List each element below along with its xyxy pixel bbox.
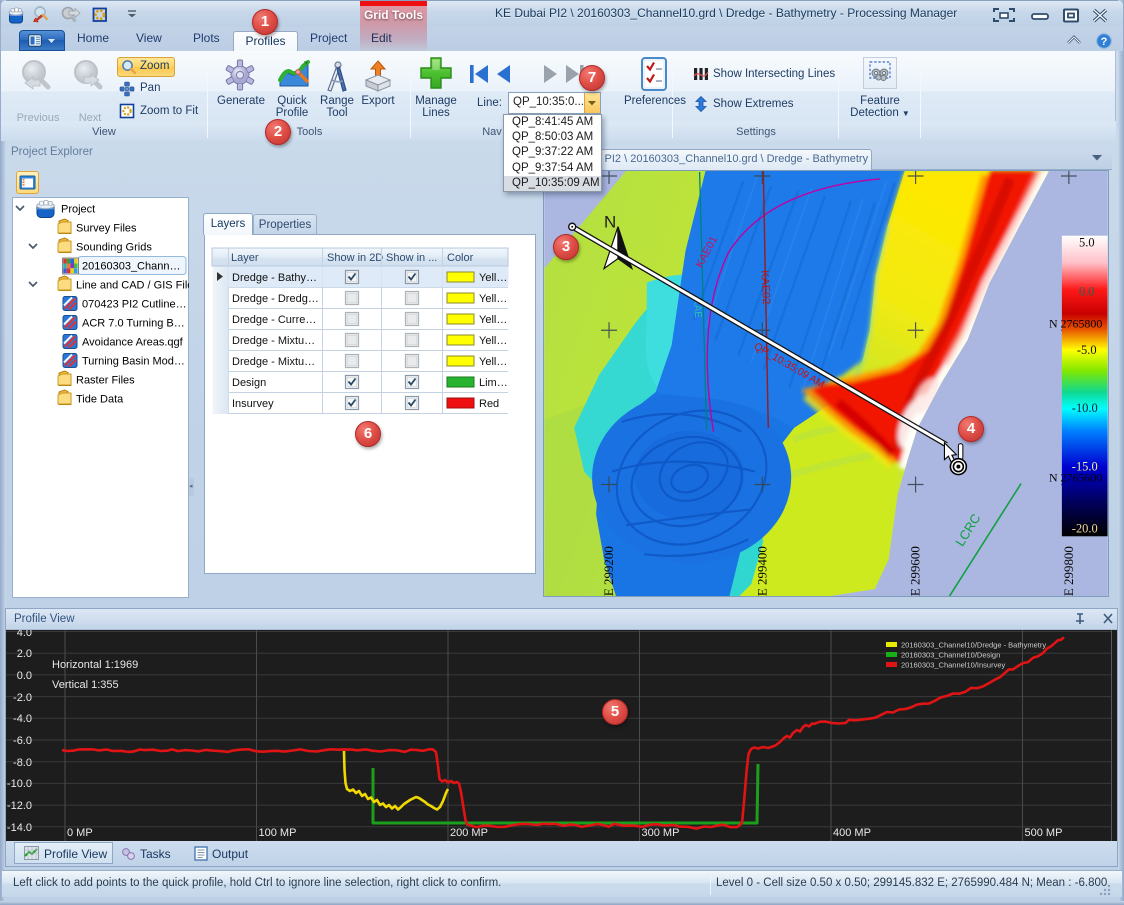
svg-text:-12.0: -12.0 [7, 800, 32, 812]
svg-text:20160303_Channel10/Dredge - Ba: 20160303_Channel10/Dredge - Bathymetry [901, 641, 1046, 650]
svg-text:Red: Red [479, 398, 499, 410]
svg-text:Show in ...: Show in ... [386, 252, 437, 264]
svg-text:N: N [604, 213, 616, 232]
svg-text:Tide Data: Tide Data [76, 394, 124, 406]
svg-text:0.0: 0.0 [17, 670, 32, 682]
svg-text:400 MP: 400 MP [833, 827, 871, 839]
svg-text:N 2765800: N 2765800 [1049, 316, 1102, 330]
svg-text:Yell…: Yell… [479, 356, 507, 368]
svg-text:20160303_Channel10/Design: 20160303_Channel10/Design [901, 651, 1000, 660]
svg-text:200 MP: 200 MP [450, 827, 488, 839]
svg-text:070423 PI2 Cutline…: 070423 PI2 Cutline… [82, 299, 187, 311]
svg-text:2.0: 2.0 [17, 648, 32, 660]
svg-text:Yell…: Yell… [479, 272, 507, 284]
svg-text:0.0: 0.0 [1079, 284, 1095, 298]
svg-text:-4.0: -4.0 [13, 713, 32, 725]
svg-text:500 MP: 500 MP [1025, 827, 1063, 839]
svg-text:20160303_Chann…: 20160303_Chann… [82, 261, 180, 273]
svg-text:300 MP: 300 MP [642, 827, 680, 839]
svg-text:Show in 2D: Show in 2D [327, 252, 383, 264]
svg-text:Dredge - Dredg…: Dredge - Dredg… [232, 293, 319, 305]
svg-text:Layer: Layer [231, 252, 259, 264]
svg-text:Turning Basin Mod…: Turning Basin Mod… [82, 356, 185, 368]
svg-text:Dredge - Bathy…: Dredge - Bathy… [232, 272, 317, 284]
svg-text:Yell…: Yell… [479, 314, 507, 326]
svg-text:Insurvey: Insurvey [232, 398, 274, 410]
svg-text:20160303_Channel10/Insurvey: 20160303_Channel10/Insurvey [901, 661, 1005, 670]
svg-text:E 299800: E 299800 [1061, 546, 1076, 596]
svg-text:-6.0: -6.0 [13, 735, 32, 747]
svg-text:Line and CAD / GIS Files: Line and CAD / GIS Files [76, 280, 189, 292]
svg-text:-5.0: -5.0 [1077, 343, 1097, 357]
svg-text:-20.0: -20.0 [1072, 521, 1098, 535]
svg-text:-14.0: -14.0 [7, 822, 32, 834]
svg-text:E 299400: E 299400 [754, 546, 769, 596]
svg-text:5.0: 5.0 [1079, 236, 1095, 250]
svg-text:?: ? [1101, 36, 1108, 48]
svg-text:Color: Color [447, 252, 474, 264]
svg-text:Design: Design [232, 377, 266, 389]
svg-text:Yell…: Yell… [479, 335, 507, 347]
svg-text:0 MP: 0 MP [67, 827, 93, 839]
svg-text:Raster Files: Raster Files [76, 375, 135, 387]
svg-text:N 2765600: N 2765600 [1049, 471, 1102, 485]
svg-text:-8.0: -8.0 [13, 757, 32, 769]
svg-text:E 299600: E 299600 [908, 546, 923, 596]
svg-text:-10.0: -10.0 [7, 778, 32, 790]
svg-text:Lim…: Lim… [479, 377, 508, 389]
svg-text:4.0: 4.0 [17, 630, 32, 639]
svg-text:Dredge - Mixtu…: Dredge - Mixtu… [232, 356, 315, 368]
svg-text:KAE02: KAE02 [758, 270, 772, 305]
svg-text:Sounding Grids: Sounding Grids [76, 242, 152, 254]
svg-text:-15.0: -15.0 [1072, 460, 1098, 474]
svg-text:Horizontal 1:1969: Horizontal 1:1969 [52, 659, 138, 671]
svg-text:Dredge - Curre…: Dredge - Curre… [232, 314, 316, 326]
svg-text:100 MP: 100 MP [259, 827, 297, 839]
svg-text:Avoidance Areas.qgf: Avoidance Areas.qgf [82, 337, 184, 349]
svg-text:Project: Project [61, 204, 95, 216]
svg-text:-2.0: -2.0 [13, 692, 32, 704]
svg-text:-10.0: -10.0 [1072, 401, 1098, 415]
svg-text:Yell…: Yell… [479, 293, 507, 305]
svg-text:Vertical 1:355: Vertical 1:355 [52, 679, 119, 691]
svg-text:Survey Files: Survey Files [76, 223, 137, 235]
svg-text:ACR 7.0 Turning B…: ACR 7.0 Turning B… [82, 318, 185, 330]
svg-text:Dredge - Mixtu…: Dredge - Mixtu… [232, 335, 315, 347]
svg-text:E 299200: E 299200 [601, 546, 616, 596]
